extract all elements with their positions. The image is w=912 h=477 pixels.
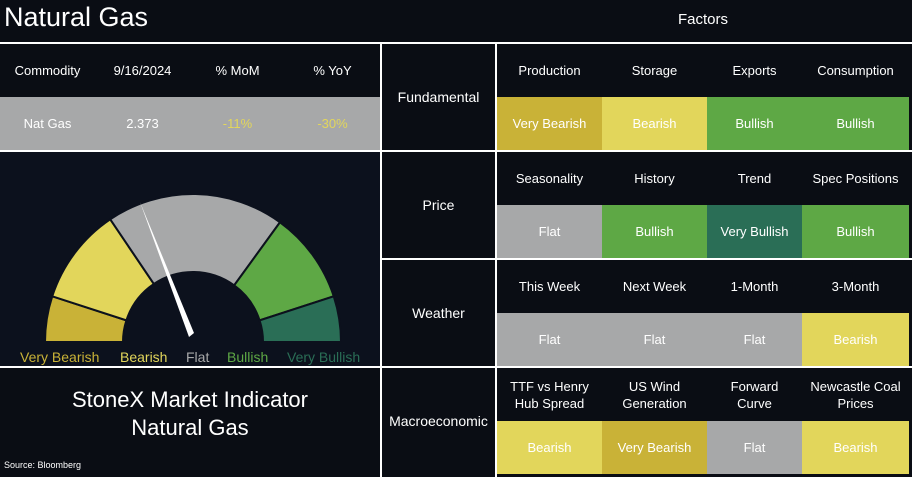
- factor-name: History: [634, 171, 675, 186]
- factor-signal: Very Bearish: [497, 97, 602, 150]
- factor-name: Exports: [732, 63, 777, 78]
- divider: [0, 42, 380, 44]
- factor-name: Next Week: [622, 279, 687, 294]
- group-label: Fundamental: [397, 88, 480, 105]
- table-cell: 2.373: [126, 116, 159, 131]
- factor-signal: Flat: [497, 205, 602, 258]
- factor-signal: Very Bearish: [602, 421, 707, 474]
- indicator-title: StoneX Market Indicator Natural Gas: [0, 386, 380, 442]
- column-header: % MoM: [215, 62, 260, 78]
- table-cell: -30%: [317, 116, 348, 131]
- divider: [382, 366, 912, 368]
- gauge-needle: [140, 202, 194, 337]
- table-row: Nat Gas 2.373 -11% -30%: [0, 97, 380, 150]
- factor-name: Consumption: [817, 63, 894, 78]
- factor-name: This Week: [518, 279, 581, 294]
- gauge-panel: Very Bearish Bearish Flat Bullish Very Bulli…: [0, 152, 380, 366]
- factor-name: TTF vs Henry Hub Spread: [510, 378, 589, 411]
- indicator-line: Natural Gas: [131, 415, 249, 440]
- factor-signal: Flat: [707, 313, 802, 366]
- factor-signal: Bullish: [707, 97, 802, 150]
- factor-signal: Bearish: [802, 421, 909, 474]
- factor-name: Forward Curve: [730, 378, 779, 411]
- factor-signal: Bullish: [602, 205, 707, 258]
- factor-name: Production: [518, 63, 581, 78]
- factor-signal: Bearish: [497, 421, 602, 474]
- divider: [382, 150, 912, 152]
- factor-name: 3-Month: [831, 279, 880, 294]
- page-title: Natural Gas: [4, 2, 149, 32]
- gauge-segment: [258, 295, 343, 343]
- factor-signal: Flat: [707, 421, 802, 474]
- factor-name: Newcastle Coal Prices: [810, 378, 901, 411]
- factor-signal: Bullish: [802, 205, 909, 258]
- gauge-label: Flat: [186, 349, 209, 365]
- indicator-line: StoneX Market Indicator: [71, 387, 308, 412]
- factor-name: Spec Positions: [812, 171, 899, 186]
- factor-name: Trend: [737, 171, 772, 186]
- factors-title: Factors: [677, 11, 728, 28]
- divider: [0, 150, 380, 152]
- table-cell: -11%: [222, 116, 253, 131]
- column-header: 9/16/2024: [113, 62, 172, 78]
- column-header: % YoY: [313, 62, 352, 78]
- group-label: Price: [422, 196, 455, 213]
- table-cell: Nat Gas: [23, 116, 72, 131]
- factor-signal: Bearish: [802, 313, 909, 366]
- factor-signal: Flat: [497, 313, 602, 366]
- divider: [382, 42, 912, 44]
- source: Source: Bloomberg: [4, 460, 82, 470]
- factor-name: Seasonality: [515, 171, 584, 186]
- gauge-label: Very Bearish: [20, 349, 99, 365]
- gauge-label: Very Bullish: [287, 349, 360, 365]
- divider: [0, 366, 380, 368]
- factor-signal: Bullish: [802, 97, 909, 150]
- factor-signal: Very Bullish: [707, 205, 802, 258]
- factor-signal: Bearish: [602, 97, 707, 150]
- factor-name: Storage: [631, 63, 678, 78]
- factor-name: US Wind Generation: [622, 378, 687, 411]
- gauge-label: Bullish: [227, 349, 268, 365]
- factor-signal: Flat: [602, 313, 707, 366]
- factor-name: 1-Month: [730, 279, 779, 294]
- divider: [380, 42, 382, 477]
- group-label: Macroeconomic: [389, 412, 488, 429]
- column-header: Commodity: [14, 62, 81, 78]
- gauge-segment: [108, 193, 282, 287]
- divider: [382, 258, 912, 260]
- table-header: Commodity 9/16/2024 % MoM % YoY: [0, 44, 380, 96]
- group-label: Weather: [412, 304, 465, 321]
- gauge: Very Bearish Bearish Flat Bullish Very Bulli…: [20, 193, 360, 365]
- gauge-label: Bearish: [120, 349, 167, 365]
